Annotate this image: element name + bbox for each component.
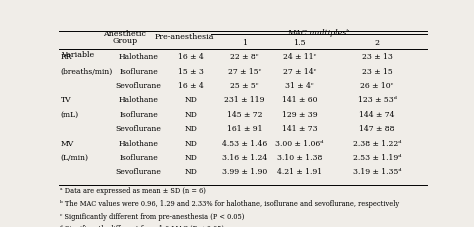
Text: 123 ± 53ᵈ: 123 ± 53ᵈ: [357, 96, 396, 104]
Text: ᵈ Significantly different from 1.0 MAC (P < 0.05): ᵈ Significantly different from 1.0 MAC (…: [60, 225, 224, 227]
Text: ND: ND: [184, 110, 197, 118]
Text: Sevoflurane: Sevoflurane: [116, 125, 162, 133]
Text: ND: ND: [184, 125, 197, 133]
Text: 3.00 ± 1.06ᵈ: 3.00 ± 1.06ᵈ: [275, 139, 324, 147]
Text: 26 ± 10ᶜ: 26 ± 10ᶜ: [360, 82, 393, 90]
Text: 4.53 ± 1.46: 4.53 ± 1.46: [222, 139, 267, 147]
Text: 15 ± 3: 15 ± 3: [178, 67, 203, 75]
Text: 161 ± 91: 161 ± 91: [227, 125, 262, 133]
Text: 31 ± 4ᶜ: 31 ± 4ᶜ: [285, 82, 314, 90]
Text: Halothane: Halothane: [119, 139, 159, 147]
Text: 2: 2: [374, 39, 380, 47]
Text: 145 ± 72: 145 ± 72: [227, 110, 262, 118]
Text: 4.21 ± 1.91: 4.21 ± 1.91: [277, 168, 322, 176]
Text: (mL): (mL): [61, 110, 79, 118]
Text: 2.38 ± 1.22ᵈ: 2.38 ± 1.22ᵈ: [353, 139, 401, 147]
Text: 1.5: 1.5: [293, 39, 306, 47]
Text: Sevoflurane: Sevoflurane: [116, 168, 162, 176]
Text: Sevoflurane: Sevoflurane: [116, 82, 162, 90]
Text: TV: TV: [61, 96, 72, 104]
Text: 16 ± 4: 16 ± 4: [178, 82, 203, 90]
Text: Pre-anesthesia: Pre-anesthesia: [155, 33, 214, 41]
Text: Isoflurane: Isoflurane: [119, 67, 158, 75]
Text: (L/min): (L/min): [61, 153, 89, 161]
Text: 129 ± 39: 129 ± 39: [282, 110, 317, 118]
Text: MAC multiplesᵇ: MAC multiplesᵇ: [287, 29, 350, 37]
Text: 1: 1: [242, 39, 247, 47]
Text: 23 ± 13: 23 ± 13: [362, 53, 392, 61]
Text: 2.53 ± 1.19ᵈ: 2.53 ± 1.19ᵈ: [353, 153, 401, 161]
Text: ND: ND: [184, 96, 197, 104]
Text: MV: MV: [61, 139, 74, 147]
Text: ND: ND: [184, 139, 197, 147]
Text: 3.16 ± 1.24: 3.16 ± 1.24: [222, 153, 267, 161]
Text: 3.99 ± 1.90: 3.99 ± 1.90: [222, 168, 267, 176]
Text: ND: ND: [184, 153, 197, 161]
Text: 141 ± 73: 141 ± 73: [282, 125, 317, 133]
Text: Anesthetic: Anesthetic: [103, 30, 146, 38]
Text: 27 ± 15ᶜ: 27 ± 15ᶜ: [228, 67, 261, 75]
Text: 24 ± 11ᶜ: 24 ± 11ᶜ: [283, 53, 316, 61]
Text: Isoflurane: Isoflurane: [119, 110, 158, 118]
Text: 23 ± 15: 23 ± 15: [362, 67, 392, 75]
Text: 141 ± 60: 141 ± 60: [282, 96, 317, 104]
Text: ᶜ Significantly different from pre-anesthesia (P < 0.05): ᶜ Significantly different from pre-anest…: [60, 212, 245, 220]
Text: 3.10 ± 1.38: 3.10 ± 1.38: [277, 153, 322, 161]
Text: Group: Group: [112, 37, 137, 45]
Text: 147 ± 88: 147 ± 88: [359, 125, 395, 133]
Text: 27 ± 14ᶜ: 27 ± 14ᶜ: [283, 67, 316, 75]
Text: (breaths/min): (breaths/min): [61, 67, 113, 75]
Text: 22 ± 8ᶜ: 22 ± 8ᶜ: [230, 53, 259, 61]
Text: 3.19 ± 1.35ᵈ: 3.19 ± 1.35ᵈ: [353, 168, 401, 176]
Text: Halothane: Halothane: [119, 96, 159, 104]
Text: RR: RR: [61, 53, 72, 61]
Text: ᵃ Data are expressed as mean ± SD (n = 6): ᵃ Data are expressed as mean ± SD (n = 6…: [60, 187, 206, 195]
Text: Isoflurane: Isoflurane: [119, 153, 158, 161]
Text: Halothane: Halothane: [119, 53, 159, 61]
Text: 25 ± 5ᶜ: 25 ± 5ᶜ: [230, 82, 259, 90]
Text: ND: ND: [184, 168, 197, 176]
Text: Variable: Variable: [61, 51, 94, 59]
Text: 231 ± 119: 231 ± 119: [224, 96, 264, 104]
Text: 16 ± 4: 16 ± 4: [178, 53, 203, 61]
Text: 144 ± 74: 144 ± 74: [359, 110, 395, 118]
Text: ᵇ The MAC values were 0.96, 1.29 and 2.33% for halothane, isoflurane and sevoflu: ᵇ The MAC values were 0.96, 1.29 and 2.3…: [60, 199, 399, 207]
